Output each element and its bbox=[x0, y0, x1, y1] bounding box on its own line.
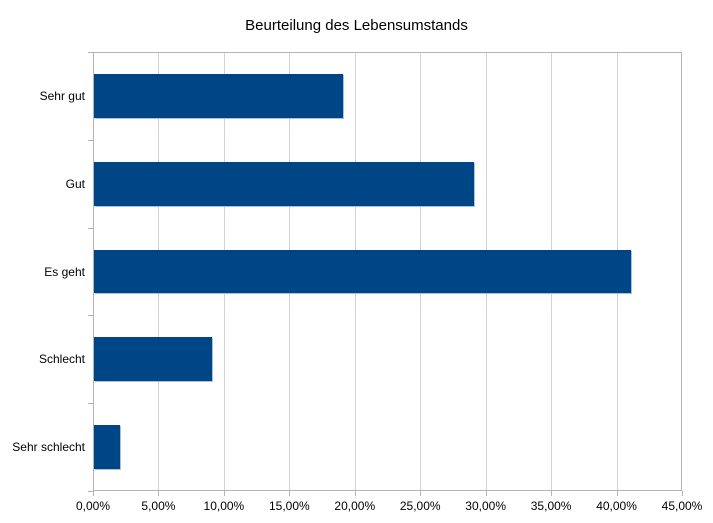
category-label: Gut bbox=[65, 176, 85, 191]
x-axis-tick bbox=[223, 491, 225, 496]
x-axis-tick-label: 10,00% bbox=[203, 499, 245, 513]
x-axis-tick bbox=[420, 491, 422, 496]
x-axis-tick bbox=[289, 491, 291, 496]
x-axis-tick-label: 35,00% bbox=[530, 499, 572, 513]
x-axis-tick-label: 20,00% bbox=[334, 499, 376, 513]
x-axis-tick-label: 15,00% bbox=[268, 499, 310, 513]
bar bbox=[94, 337, 212, 382]
plot-area bbox=[93, 52, 682, 491]
chart-title: Beurteilung des Lebensumstands bbox=[245, 17, 468, 34]
y-axis-tick bbox=[88, 315, 93, 317]
category-label: Sehr gut bbox=[39, 88, 85, 103]
x-axis-tick bbox=[354, 491, 356, 496]
bar bbox=[94, 425, 121, 470]
category-label: Sehr schlecht bbox=[12, 440, 85, 455]
x-axis-tick-label: 0,00% bbox=[75, 499, 111, 513]
x-axis-tick-label: 30,00% bbox=[465, 499, 507, 513]
x-axis-tick-label: 5,00% bbox=[141, 499, 176, 513]
y-axis-tick bbox=[88, 403, 93, 405]
y-axis-tick bbox=[88, 139, 93, 141]
x-axis-tick-label: 25,00% bbox=[399, 499, 441, 513]
y-axis-tick bbox=[88, 52, 93, 53]
category-label: Schlecht bbox=[38, 352, 85, 367]
bar bbox=[94, 249, 631, 294]
y-axis-tick bbox=[88, 491, 93, 492]
x-axis-tick bbox=[158, 491, 160, 496]
x-axis-tick bbox=[551, 491, 553, 496]
bar bbox=[94, 73, 343, 118]
x-axis-tick bbox=[485, 491, 487, 496]
category-label: Es geht bbox=[44, 264, 85, 279]
y-axis-tick bbox=[88, 227, 93, 229]
x-axis-tick-label: 45,00% bbox=[661, 499, 703, 513]
bar bbox=[94, 161, 474, 206]
x-axis-tick bbox=[682, 491, 683, 496]
x-axis-tick-label: 40,00% bbox=[596, 499, 637, 513]
x-axis-tick bbox=[616, 491, 618, 496]
x-axis-tick bbox=[93, 491, 94, 496]
